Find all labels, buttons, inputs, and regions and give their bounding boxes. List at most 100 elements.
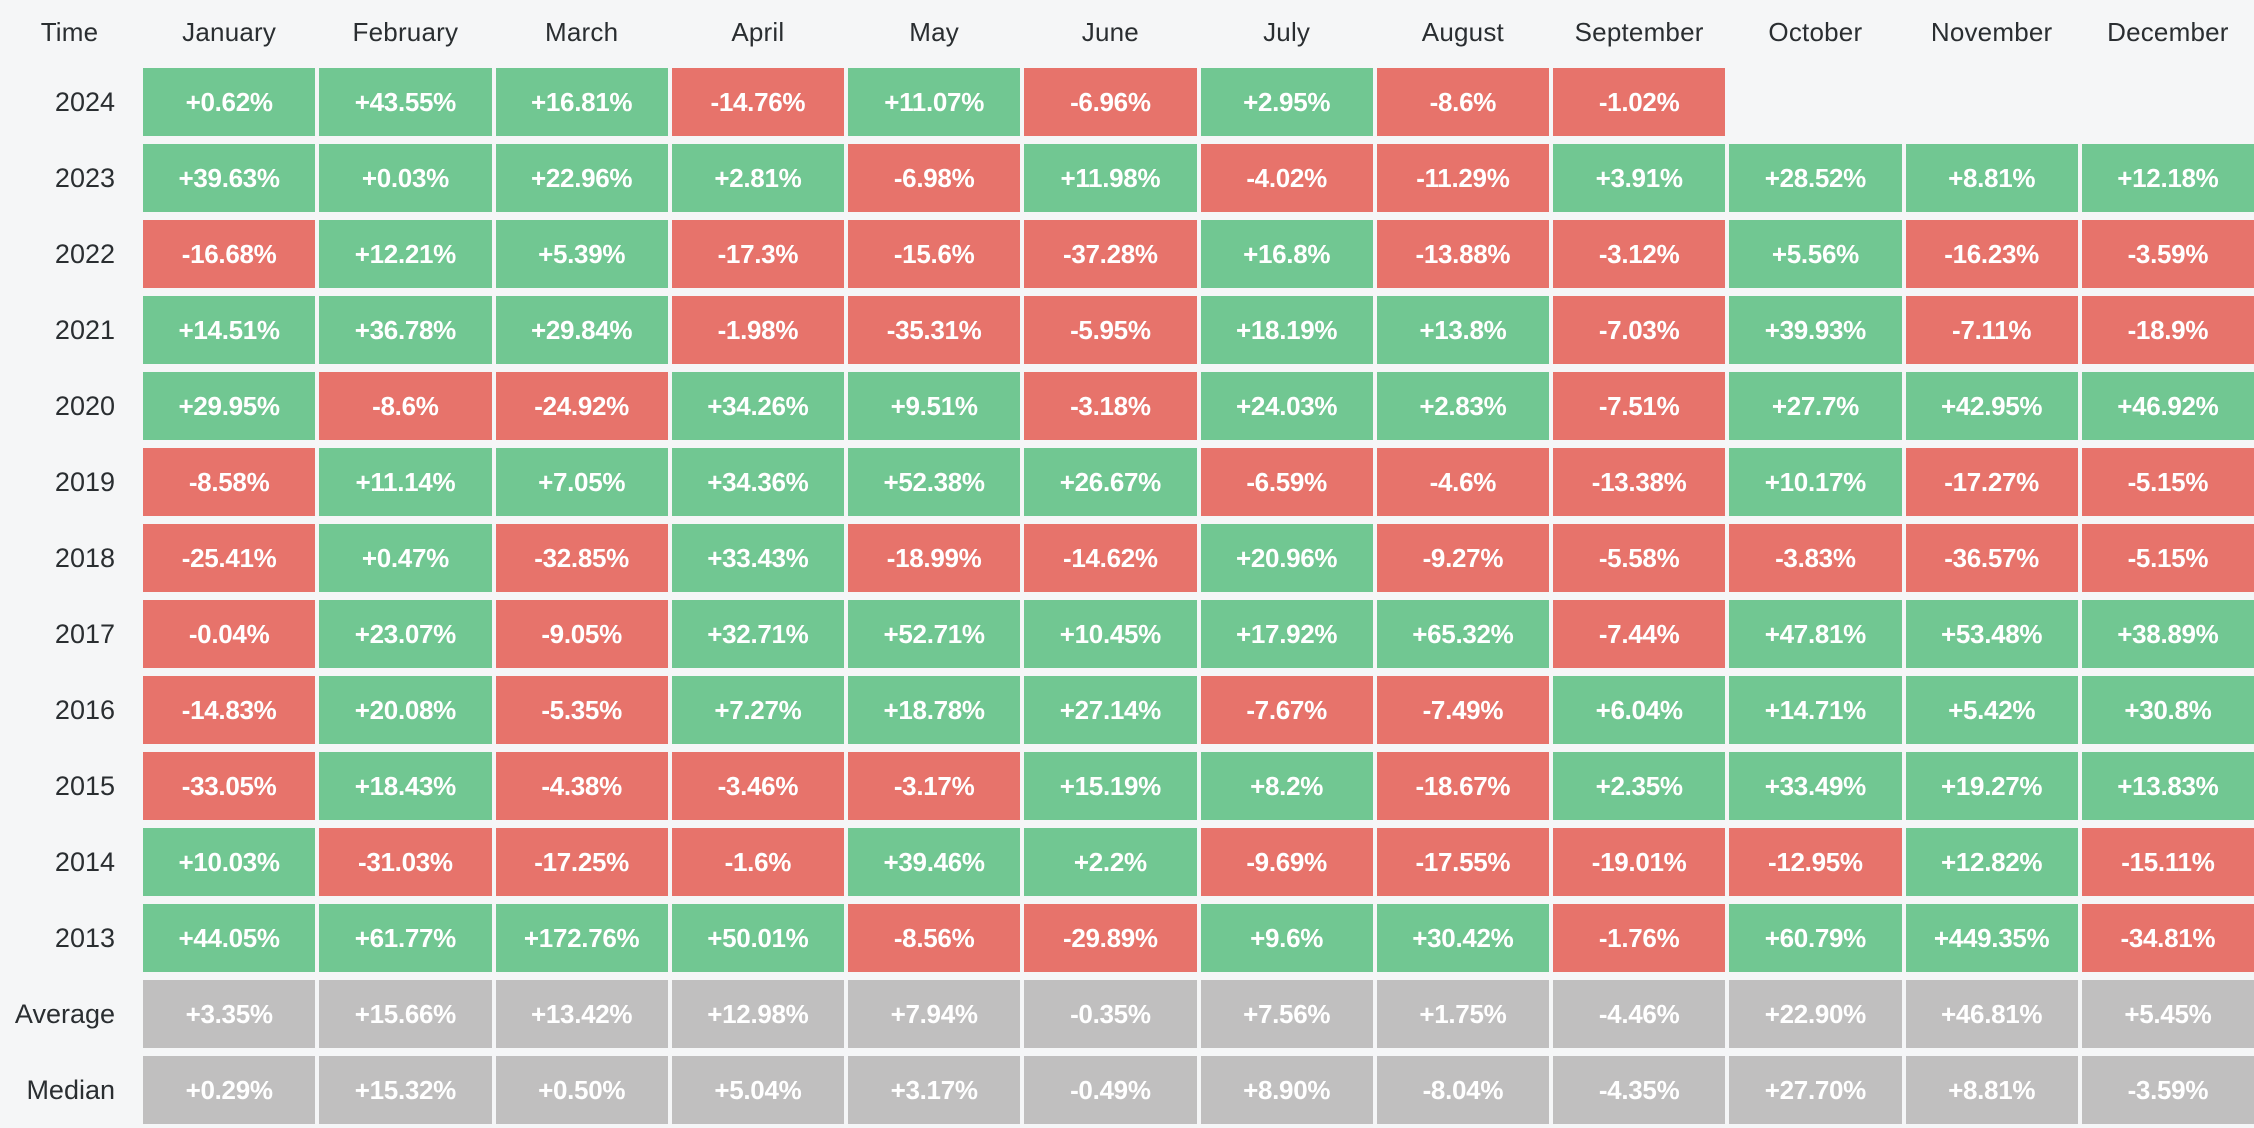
cell-2020-august: +2.83% xyxy=(1376,372,1549,440)
cell-2023-february: +0.03% xyxy=(319,144,492,212)
column-header-september: September xyxy=(1574,16,1704,47)
column-header-may: May xyxy=(909,16,959,47)
cell-2024-may: +11.07% xyxy=(848,68,1021,136)
cell-median-september: -4.35% xyxy=(1553,1056,1726,1124)
cell-2023-march: +22.96% xyxy=(495,144,668,212)
cell-2020-may: +9.51% xyxy=(848,372,1021,440)
cell-2018-september: -5.58% xyxy=(1553,524,1726,592)
cell-median-may: +3.17% xyxy=(848,1056,1021,1124)
column-header-march: March xyxy=(545,16,619,47)
cell-2016-february: +20.08% xyxy=(319,676,492,744)
cell-2020-november: +42.95% xyxy=(1905,372,2078,440)
cell-2018-august: -9.27% xyxy=(1376,524,1549,592)
cell-2013-march: +172.76% xyxy=(495,904,668,972)
cell-average-may: +7.94% xyxy=(848,980,1021,1048)
cell-2017-august: +65.32% xyxy=(1376,600,1549,668)
cell-2021-november: -7.11% xyxy=(1905,296,2078,364)
cell-2014-july: -9.69% xyxy=(1200,828,1373,896)
cell-2020-october: +27.7% xyxy=(1729,372,1902,440)
cell-2020-april: +34.26% xyxy=(671,372,844,440)
cell-median-october: +27.70% xyxy=(1729,1056,1902,1124)
cell-2013-september: -1.76% xyxy=(1553,904,1726,972)
cell-average-february: +15.66% xyxy=(319,980,492,1048)
cell-2015-october: +33.49% xyxy=(1729,752,1902,820)
cell-average-january: +3.35% xyxy=(143,980,316,1048)
row-label-average: Average xyxy=(14,998,115,1029)
cell-2017-january: -0.04% xyxy=(143,600,316,668)
cell-2017-march: -9.05% xyxy=(495,600,668,668)
cell-median-november: +8.81% xyxy=(1905,1056,2078,1124)
cell-average-december: +5.45% xyxy=(2081,980,2254,1048)
column-header-december: December xyxy=(2107,16,2229,47)
cell-2022-september: -3.12% xyxy=(1553,220,1726,288)
cell-2019-april: +34.36% xyxy=(671,448,844,516)
cell-2017-february: +23.07% xyxy=(319,600,492,668)
cell-2018-january: -25.41% xyxy=(143,524,316,592)
cell-2018-july: +20.96% xyxy=(1200,524,1373,592)
cell-2015-september: +2.35% xyxy=(1553,752,1726,820)
cell-2022-december: -3.59% xyxy=(2081,220,2254,288)
cell-2021-january: +14.51% xyxy=(143,296,316,364)
cell-2023-june: +11.98% xyxy=(1024,144,1197,212)
column-header-june: June xyxy=(1081,16,1139,47)
cell-2018-june: -14.62% xyxy=(1024,524,1197,592)
cell-2014-march: -17.25% xyxy=(495,828,668,896)
cell-2015-may: -3.17% xyxy=(848,752,1021,820)
cell-2024-june: -6.96% xyxy=(1024,68,1197,136)
cell-median-march: +0.50% xyxy=(495,1056,668,1124)
cell-2019-january: -8.58% xyxy=(143,448,316,516)
cell-2013-july: +9.6% xyxy=(1200,904,1373,972)
cell-2017-april: +32.71% xyxy=(671,600,844,668)
cell-2021-february: +36.78% xyxy=(319,296,492,364)
cell-median-january: +0.29% xyxy=(143,1056,316,1124)
cell-2018-october: -3.83% xyxy=(1729,524,1902,592)
cell-2016-september: +6.04% xyxy=(1553,676,1726,744)
cell-2014-september: -19.01% xyxy=(1553,828,1726,896)
cell-2023-july: -4.02% xyxy=(1200,144,1373,212)
cell-2013-february: +61.77% xyxy=(319,904,492,972)
cell-2014-august: -17.55% xyxy=(1376,828,1549,896)
column-header-july: July xyxy=(1263,16,1311,47)
cell-2021-august: +13.8% xyxy=(1376,296,1549,364)
cell-2013-october: +60.79% xyxy=(1729,904,1902,972)
cell-2015-january: -33.05% xyxy=(143,752,316,820)
cell-2013-april: +50.01% xyxy=(671,904,844,972)
cell-2021-june: -5.95% xyxy=(1024,296,1197,364)
cell-average-april: +12.98% xyxy=(671,980,844,1048)
cell-2021-october: +39.93% xyxy=(1729,296,1902,364)
cell-2022-april: -17.3% xyxy=(671,220,844,288)
cell-median-june: -0.49% xyxy=(1024,1056,1197,1124)
column-header-october: October xyxy=(1768,16,1863,47)
cell-2014-february: -31.03% xyxy=(319,828,492,896)
cell-2017-october: +47.81% xyxy=(1729,600,1902,668)
cell-2018-march: -32.85% xyxy=(495,524,668,592)
cell-average-october: +22.90% xyxy=(1729,980,1902,1048)
cell-2017-december: +38.89% xyxy=(2081,600,2254,668)
cell-2019-may: +52.38% xyxy=(848,448,1021,516)
column-header-august: August xyxy=(1421,16,1504,47)
cell-2016-january: -14.83% xyxy=(143,676,316,744)
row-label-2013: 2013 xyxy=(54,922,115,953)
column-header-april: April xyxy=(731,16,785,47)
cell-2016-april: +7.27% xyxy=(671,676,844,744)
cell-2019-october: +10.17% xyxy=(1729,448,1902,516)
cell-2023-october: +28.52% xyxy=(1729,144,1902,212)
cell-2021-april: -1.98% xyxy=(671,296,844,364)
cell-2015-august: -18.67% xyxy=(1376,752,1549,820)
cell-2016-august: -7.49% xyxy=(1376,676,1549,744)
cell-2013-december: -34.81% xyxy=(2081,904,2254,972)
cell-2014-may: +39.46% xyxy=(848,828,1021,896)
cell-2020-june: -3.18% xyxy=(1024,372,1197,440)
cell-2022-november: -16.23% xyxy=(1905,220,2078,288)
cell-2024-february: +43.55% xyxy=(319,68,492,136)
cell-2021-september: -7.03% xyxy=(1553,296,1726,364)
cell-2013-january: +44.05% xyxy=(143,904,316,972)
column-header-november: November xyxy=(1930,16,2053,47)
cell-2017-may: +52.71% xyxy=(848,600,1021,668)
cell-2013-november: +449.35% xyxy=(1905,904,2078,972)
cell-2019-september: -13.38% xyxy=(1553,448,1726,516)
cell-2024-july: +2.95% xyxy=(1200,68,1373,136)
cell-2022-january: -16.68% xyxy=(143,220,316,288)
